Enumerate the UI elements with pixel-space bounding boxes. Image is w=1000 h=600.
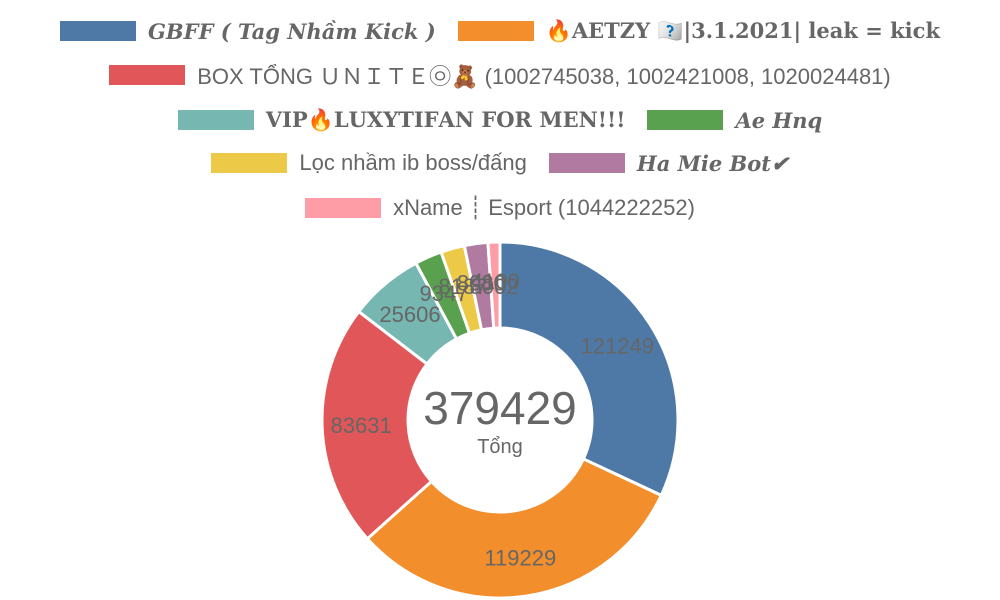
slice-value-label: 119229 — [484, 546, 556, 571]
slice-value-label: 4100 — [471, 269, 520, 294]
slice-value-label: 8002 — [470, 274, 519, 299]
legend-swatch — [59, 21, 136, 41]
donut-slice[interactable] — [365, 456, 664, 600]
donut-slice[interactable] — [320, 309, 434, 541]
legend-label: BOX TỔNG ＵＮＩＴＥ㉧🧸 (1002745038, 1002421008… — [197, 64, 891, 89]
slice-value-label: 121249 — [581, 333, 654, 358]
legend-item-gbff[interactable]: 𝑮𝑩𝑭𝑭 ( Tag Nhầm Kick ) — [59, 18, 436, 44]
legend-row-2: BOX TỔNG ＵＮＩＴＥ㉧🧸 (1002745038, 1002421008… — [0, 58, 1000, 92]
slice-value-label: 8187 — [439, 274, 488, 299]
legend-row-3: 𝐕𝐈𝐏🔥𝐋𝐔𝐗𝐘𝐓𝐈𝐅𝐀𝐍 𝐅𝐎𝐑 𝐌𝐄𝐍!!! 𝑨𝒆 𝑯𝒏𝒒 — [0, 103, 1000, 137]
legend-row-4: Lọc nhầm ib boss/đấng 𝑯𝒂 𝑴𝒊𝒆 𝑩𝒐𝒕✔ — [0, 146, 1000, 180]
legend-swatch — [177, 110, 254, 130]
slice-value-label: 25606 — [379, 302, 440, 327]
legend-item-loc-nham[interactable]: Lọc nhầm ib boss/đấng — [211, 150, 527, 176]
legend-item-box-tong[interactable]: BOX TỔNG ＵＮＩＴＥ㉧🧸 (1002745038, 1002421008… — [109, 59, 891, 91]
legend-label: 𝑮𝑩𝑭𝑭 ( Tag Nhầm Kick ) — [147, 18, 436, 44]
slice-value-label: 8080 — [457, 270, 506, 295]
legend-swatch — [457, 21, 534, 41]
legend-label: 𝑨𝒆 𝑯𝒏𝒒 — [735, 107, 823, 133]
slice-labels: 121249 119229 83631 25606934781878080410080… — [331, 269, 654, 570]
slice-value-label: 83631 — [331, 413, 392, 438]
legend-swatch — [211, 153, 288, 173]
legend-label: Lọc nhầm ib boss/đấng — [299, 150, 527, 175]
legend-row-5: xName ┊ Esport (1044222252) — [0, 191, 1000, 225]
legend-item-xname[interactable]: xName ┊ Esport (1044222252) — [305, 195, 695, 221]
donut-slices — [320, 240, 680, 600]
legend-row-1: 𝑮𝑩𝑭𝑭 ( Tag Nhầm Kick ) 🔥𝐀𝐄𝐓𝐙𝐘 🇫🇳|3.1.202… — [0, 14, 1000, 48]
legend-label: 🔥𝐀𝐄𝐓𝐙𝐘 🇫🇳|3.1.2021| leak = kick — [545, 18, 941, 43]
legend-label: 𝑯𝒂 𝑴𝒊𝒆 𝑩𝒐𝒕✔ — [636, 150, 789, 176]
legend-item-vip[interactable]: 𝐕𝐈𝐏🔥𝐋𝐔𝐗𝐘𝐓𝐈𝐅𝐀𝐍 𝐅𝐎𝐑 𝐌𝐄𝐍!!! — [177, 107, 626, 133]
legend-item-ha-mie-bot[interactable]: 𝑯𝒂 𝑴𝒊𝒆 𝑩𝒐𝒕✔ — [548, 150, 789, 176]
legend-label: 𝐕𝐈𝐏🔥𝐋𝐔𝐗𝐘𝐓𝐈𝐅𝐀𝐍 𝐅𝐎𝐑 𝐌𝐄𝐍!!! — [265, 107, 626, 132]
legend-swatch — [647, 110, 724, 130]
center-caption: Tổng — [477, 436, 523, 458]
legend-swatch — [305, 198, 382, 218]
slice-value-label: 9347 — [420, 281, 469, 306]
legend-swatch — [109, 65, 186, 85]
center-total: 379429 — [423, 382, 577, 434]
legend-swatch — [548, 153, 625, 173]
donut-slice[interactable] — [486, 240, 502, 330]
legend-item-aetzy[interactable]: 🔥𝐀𝐄𝐓𝐙𝐘 🇫🇳|3.1.2021| leak = kick — [457, 18, 941, 44]
donut-slice[interactable] — [498, 240, 680, 498]
legend-item-ae-hnq[interactable]: 𝑨𝒆 𝑯𝒏𝒒 — [647, 108, 822, 133]
legend-label: xName ┊ Esport (1044222252) — [393, 195, 695, 220]
